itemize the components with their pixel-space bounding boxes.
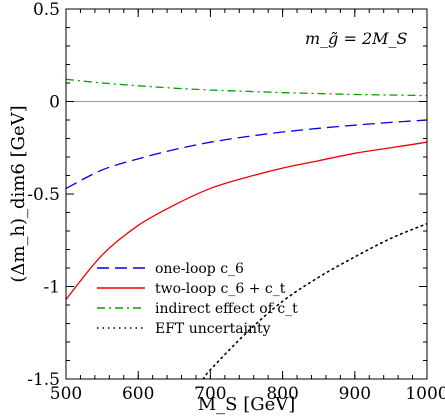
legend-label-2: two-loop c_6 + c_t	[155, 281, 286, 297]
y-axis-label: (Δm_h)_dim6 [GeV]	[8, 105, 29, 282]
y-tick-label: 0	[49, 93, 60, 113]
y-tick-label: 0.5	[33, 0, 60, 20]
annotation: m_g̃ = 2M_S	[305, 29, 408, 48]
x-tick-label: 700	[194, 384, 226, 404]
x-tick-label: 800	[266, 384, 298, 404]
ticks-layer	[65, 8, 428, 380]
legend-label-3: indirect effect of c_t	[155, 301, 298, 317]
x-tick-label: 1000	[405, 384, 445, 404]
y-tick-label: -1	[43, 278, 60, 298]
series-line-4	[202, 222, 427, 379]
legend-label-4: EFT uncertainty	[155, 321, 271, 337]
legend: one-loop c_6 two-loop c_6 + c_t indirect e…	[97, 261, 298, 337]
series-line-1	[66, 119, 427, 190]
y-tick-label: -0.5	[27, 185, 60, 205]
y-tick-label: -1.5	[27, 370, 60, 390]
labels-layer: 500 600 700 800 900 1000 0.5 0 -0.5 -1 -1.5 M_S [Ge…	[8, 0, 445, 415]
x-tick-label: 900	[339, 384, 371, 404]
series-line-2	[66, 141, 427, 300]
x-tick-label: 500	[50, 384, 82, 404]
x-axis-label: M_S [GeV]	[198, 394, 296, 415]
series-layer	[66, 78, 427, 379]
series-line-3	[66, 78, 427, 97]
legend-label-1: one-loop c_6	[155, 261, 244, 277]
x-tick-label: 600	[122, 384, 154, 404]
